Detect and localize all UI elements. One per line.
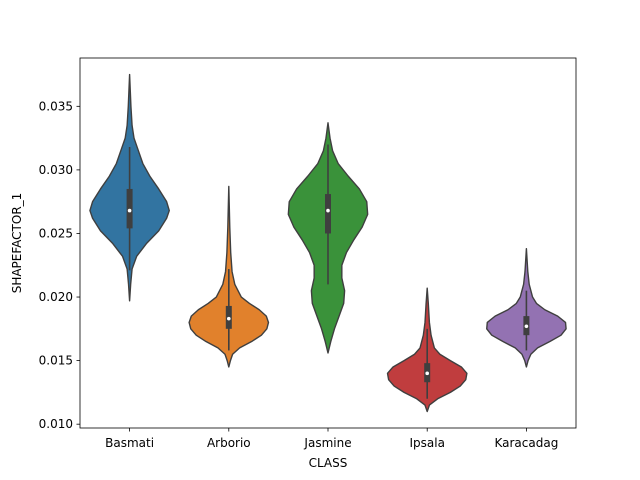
y-tick-label: 0.020 bbox=[39, 290, 73, 304]
x-tick-label: Jasmine bbox=[303, 436, 351, 450]
x-tick-label: Arborio bbox=[207, 436, 251, 450]
median-point bbox=[425, 371, 430, 376]
y-axis-title: SHAPEFACTOR_1 bbox=[10, 193, 24, 294]
x-axis: Basmati Arborio Jasmine Ipsala Karacadag bbox=[105, 428, 558, 450]
x-tick-label: Karacadag bbox=[494, 436, 558, 450]
y-tick-label: 0.010 bbox=[39, 417, 73, 431]
y-tick-label: 0.035 bbox=[39, 99, 73, 113]
median-point bbox=[326, 208, 330, 213]
x-tick-label: Ipsala bbox=[409, 436, 444, 450]
y-tick-label: 0.030 bbox=[39, 163, 73, 177]
y-tick-label: 0.025 bbox=[39, 226, 73, 240]
plot-frame bbox=[79, 57, 577, 429]
y-tick-label: 0.015 bbox=[39, 354, 73, 368]
median-point bbox=[127, 208, 132, 213]
median-point bbox=[524, 324, 529, 329]
y-axis: 0.010 0.015 0.020 0.025 0.030 0.035 bbox=[39, 99, 80, 431]
median-point bbox=[227, 316, 231, 321]
iqr-box bbox=[126, 188, 133, 229]
x-tick-label: Basmati bbox=[105, 436, 154, 450]
violins-group bbox=[89, 73, 567, 413]
iqr-box bbox=[325, 194, 331, 234]
x-axis-title: CLASS bbox=[309, 456, 348, 470]
